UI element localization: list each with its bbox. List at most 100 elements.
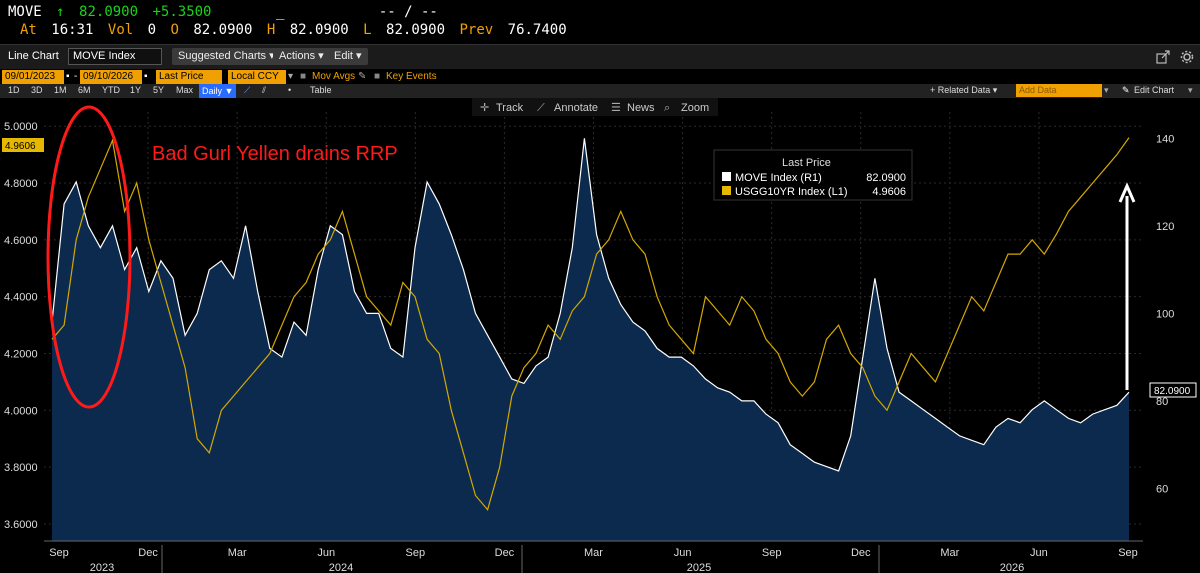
add-data-input[interactable]: Add Data [1016,84,1102,97]
right-tick-label: 140 [1156,133,1174,145]
vol-label: Vol [107,22,134,38]
mov-avgs-label[interactable]: Mov Avgs [312,71,356,82]
track-tool[interactable]: Track [496,102,524,114]
open-label: O [170,22,179,38]
at-label: At [20,22,37,38]
x-tick-label: Sep [49,547,69,559]
security-field[interactable]: MOVE Index [68,48,162,65]
end-date-field[interactable]: 09/10/2026 [80,70,142,84]
move-line [51,138,1130,472]
annotate-tool[interactable]: Annotate [554,102,598,114]
ticker-high: 82.0900 [289,22,349,38]
ticker-detail-line: At 16:31 Vol 0 O 82.0900 H 82.0900 L 82.… [20,22,573,38]
ticker-time: 16:31 [51,22,94,38]
legend-value-yield: 4.9606 [872,186,906,198]
period-5y[interactable]: 5Y [153,85,165,95]
x-tick-label: Jun [674,547,692,559]
key-events-checkbox-icon[interactable]: ■ [374,71,381,82]
legend: Last Price MOVE Index (R1) 82.0900 USGG1… [713,149,913,201]
x-axis: Sep Dec Mar Jun Sep Dec Mar Jun Sep Dec Mar Jun Sep 2… [44,540,1143,573]
left-tick-label: 4.0000 [4,405,38,417]
x-tick-label: Sep [762,547,782,559]
add-data-dropdown-icon[interactable]: ▾ [1104,85,1109,95]
low-label: L [363,22,372,38]
ticker-prev: 76.7400 [507,22,567,38]
period-max[interactable]: Max [176,85,194,95]
period-ytd[interactable]: YTD [102,85,120,95]
track-icon: ✛ [480,102,489,114]
actions-button[interactable]: Actions ▾ [273,48,330,65]
currency-field[interactable]: Local CCY [228,70,286,84]
move-area-group [51,138,1130,542]
ticker-blank: _ [275,4,285,20]
right-tick-label: 100 [1156,308,1174,320]
x-tick-label: Sep [1118,547,1138,559]
edit-chart-icon[interactable]: ✎ [1122,85,1130,95]
left-tick-label: 3.6000 [4,519,38,531]
period-1m[interactable]: 1M [54,85,67,95]
date-range-row: 09/01/2023 ▪ - 09/10/2026 ▪ Last Price L… [0,70,1200,84]
legend-value-move: 82.0900 [866,172,906,184]
high-label: H [266,22,276,38]
annotation-circle [46,105,132,409]
legend-swatch-move [722,172,731,181]
ticker-vol: 0 [147,22,157,38]
period-1d[interactable]: 1D [8,85,20,95]
yield-last-label: 4.9606 [5,141,36,152]
suggested-charts-button[interactable]: Suggested Charts ▾ [172,48,281,65]
ticker-low: 82.0900 [386,22,446,38]
prev-label: Prev [459,22,494,38]
legend-label-move: MOVE Index (R1) [735,172,822,184]
period-6m[interactable]: 6M [78,85,91,95]
right-axis: 140 120 100 80 60 [1156,133,1174,495]
mov-avgs-checkbox-icon[interactable]: ■ [300,71,307,82]
ticker-open: 82.0900 [193,22,253,38]
right-tick-label: 60 [1156,483,1168,495]
settings-icon[interactable] [1180,50,1194,64]
move-last-flag [1149,382,1197,398]
chart-toolbar: Line Chart MOVE Index Suggested Charts ▾… [0,44,1200,69]
left-tick-label: 3.8000 [4,462,38,474]
left-tick-label: 4.8000 [4,178,38,190]
year-label: 2025 [687,562,711,573]
share-icon[interactable] [1156,50,1170,64]
edit-chart-dropdown-icon[interactable]: ▾ [1188,85,1193,95]
yield-line [51,137,1130,511]
line-style-icon[interactable]: ⟋ [244,85,251,95]
x-tick-label: Dec [138,547,158,559]
calendar-icon[interactable]: ▪ [144,71,148,82]
related-data-button[interactable]: + Related Data ▾ [930,85,998,95]
yield-last-flag [2,138,44,152]
key-events-label[interactable]: Key Events [386,71,437,82]
pencil-icon[interactable]: ✎ [358,71,367,82]
ticker-last: 82.0900 [79,4,139,20]
period-1y[interactable]: 1Y [130,85,142,95]
zoom-tool[interactable]: Zoom [681,102,709,114]
currency-dropdown-icon[interactable]: ▾ [288,71,294,82]
news-tool[interactable]: News [627,102,655,114]
move-area [52,138,1129,542]
move-last-label: 82.0900 [1154,386,1191,397]
price-type-field[interactable]: Last Price [156,70,222,84]
start-date-field[interactable]: 09/01/2023 [2,70,64,84]
chart-area[interactable]: 5.0000 4.8000 4.6000 4.4000 4.2000 4.0000 3.80… [0,98,1200,573]
legend-swatch-yield [722,186,731,195]
chart-type-icon[interactable]: ⫽ [262,85,267,95]
x-tick-label: Jun [1030,547,1048,559]
right-tick-label: 80 [1156,396,1168,408]
frequency-dropdown[interactable]: Daily ▼ [199,84,237,98]
annotate-icon: ⟋ [537,102,545,114]
table-button[interactable]: Table [310,85,332,95]
calendar-icon[interactable]: ▪ [66,71,70,82]
edit-chart-button[interactable]: Edit Chart [1134,85,1175,95]
annotation-text: Bad Gurl Yellen drains RRP [152,143,398,165]
x-tick-label: Mar [940,547,959,559]
more-icon[interactable]: • [288,85,292,95]
left-tick-label: 5.0000 [4,121,38,133]
news-icon: ☰ [611,102,621,114]
zoom-icon: ⌕ [664,102,670,114]
chart-tools-bar [472,98,718,116]
period-row: 1D 3D 1M 6M YTD 1Y 5Y Max Daily ▼ ⟋ ⫽ • … [0,84,1200,98]
period-3d[interactable]: 3D [31,85,43,95]
edit-button[interactable]: Edit ▾ [328,48,368,65]
